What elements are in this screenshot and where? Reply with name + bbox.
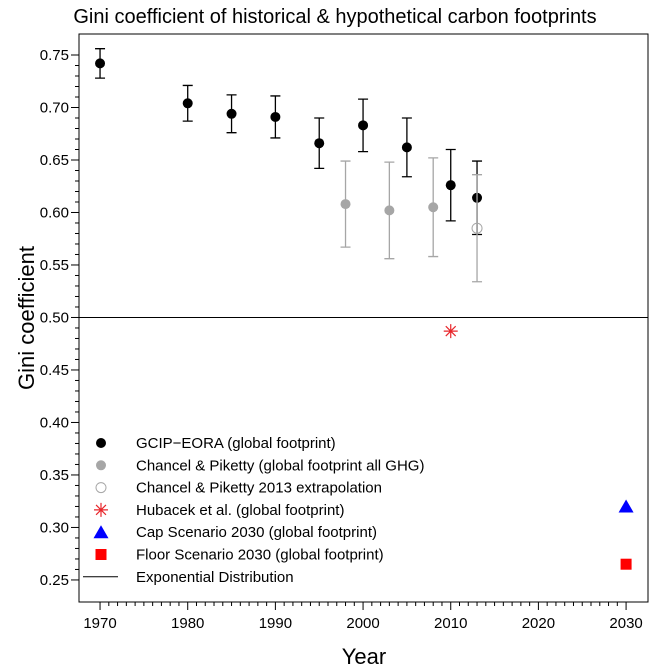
- legend-swatch: [94, 502, 108, 517]
- point: [620, 558, 632, 570]
- y-tick-label: 0.45: [40, 362, 69, 379]
- chart-title: Gini coefficient of historical & hypothe…: [73, 6, 596, 28]
- y-tick-label: 0.55: [40, 257, 69, 274]
- legend-label: Floor Scenario 2030 (global footprint): [136, 547, 384, 564]
- point: [358, 120, 369, 131]
- point: [95, 58, 106, 69]
- y-axis-label: Gini coefficient: [14, 246, 39, 390]
- point: [226, 108, 237, 119]
- legend-label: Cap Scenario 2030 (global footprint): [136, 524, 377, 541]
- y-tick-label: 0.75: [40, 47, 69, 64]
- y-tick-label: 0.35: [40, 467, 69, 484]
- point: [270, 111, 281, 122]
- x-tick-label: 1970: [83, 615, 116, 632]
- legend-swatch: [95, 549, 107, 560]
- legend-label: Chancel & Piketty (global footprint all …: [136, 457, 424, 474]
- point: [443, 324, 458, 339]
- point: [340, 199, 351, 210]
- legend-label: Exponential Distribution: [136, 569, 294, 586]
- point: [401, 142, 412, 153]
- x-tick-label: 1990: [259, 615, 292, 632]
- point: [428, 202, 439, 213]
- legend-swatch: [96, 438, 106, 448]
- legend-swatch: [95, 482, 107, 494]
- y-tick-label: 0.60: [40, 204, 69, 221]
- x-tick-label: 2030: [609, 615, 642, 632]
- error-bar: [472, 174, 483, 283]
- x-axis-label: Year: [342, 644, 386, 667]
- point: [314, 138, 325, 149]
- x-tick-label: 2010: [434, 615, 467, 632]
- legend-label: GCIP−EORA (global footprint): [136, 435, 336, 452]
- y-tick-label: 0.30: [40, 519, 69, 536]
- legend-label: Hubacek et al. (global footprint): [136, 502, 344, 519]
- point: [471, 222, 483, 234]
- x-tick-label: 2020: [522, 615, 555, 632]
- point: [445, 180, 456, 191]
- y-tick-label: 0.25: [40, 572, 69, 589]
- point: [182, 98, 193, 109]
- y-tick-label: 0.65: [40, 152, 69, 169]
- x-tick-label: 1980: [171, 615, 204, 632]
- legend-swatch: [96, 460, 106, 471]
- y-tick-label: 0.40: [40, 414, 69, 431]
- point: [384, 205, 395, 216]
- legend-label: Chancel & Piketty 2013 extrapolation: [136, 480, 382, 497]
- y-tick-label: 0.50: [40, 309, 69, 326]
- legend-swatch: [93, 525, 109, 539]
- point: [618, 499, 634, 513]
- x-tick-label: 2000: [346, 615, 379, 632]
- y-tick-label: 0.70: [40, 99, 69, 116]
